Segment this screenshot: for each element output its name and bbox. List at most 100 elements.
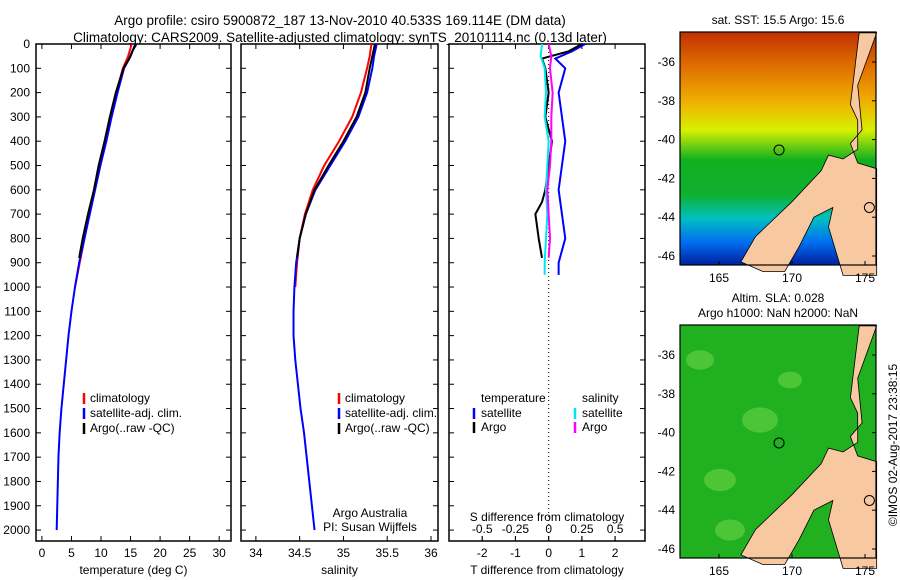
y-tick-label: 100 bbox=[10, 61, 30, 75]
series-line-argo bbox=[296, 43, 376, 259]
legend-label: Argo(..raw -QC) bbox=[90, 421, 175, 435]
map-y-tick-label: -38 bbox=[658, 94, 676, 108]
figure-title-line1: Argo profile: csiro 5900872_187 13-Nov-2… bbox=[114, 13, 566, 28]
x-tick-label: 34.5 bbox=[288, 546, 312, 560]
y-tick-label: 1200 bbox=[3, 329, 30, 343]
legend-label: climatology bbox=[345, 391, 405, 405]
map-title-line2: Argo h1000: NaN h2000: NaN bbox=[698, 306, 858, 320]
map-y-tick-label: -46 bbox=[658, 542, 676, 556]
x-tick-label: 2 bbox=[612, 546, 619, 560]
map-x-tick-label: 165 bbox=[709, 564, 729, 578]
series-line-t-satellite bbox=[553, 43, 586, 275]
annotation-pi: PI: Susan Wijffels bbox=[323, 520, 417, 534]
map-y-tick-label: -44 bbox=[658, 210, 676, 224]
x-axis-label: salinity bbox=[321, 563, 358, 577]
y-tick-label: 1100 bbox=[4, 304, 30, 318]
x-tick-label: 10 bbox=[94, 546, 108, 560]
x-tick-label: 5 bbox=[68, 546, 75, 560]
legend-label: Argo bbox=[582, 420, 608, 434]
y-tick-label: 2000 bbox=[3, 523, 30, 537]
y-tick-label: 800 bbox=[10, 231, 30, 245]
eddy-contour bbox=[863, 495, 875, 506]
y-tick-label: 600 bbox=[10, 183, 30, 197]
map-anomaly-patch bbox=[686, 350, 714, 370]
legend-label: climatology bbox=[90, 391, 150, 405]
x-tick-label: 34 bbox=[249, 546, 263, 560]
series-line-s-argo bbox=[546, 43, 554, 258]
y-tick-label: 1500 bbox=[3, 402, 30, 416]
legend-header-salinity: salinity bbox=[582, 391, 619, 405]
map-title-line1: Altim. SLA: 0.028 bbox=[732, 291, 825, 305]
sla-map: 165 170 175 -36 -38 -40 -42 -44 -46 Altim. SLA: 0… bbox=[658, 291, 878, 578]
map-y-tick-label: -42 bbox=[658, 464, 676, 478]
map-anomaly-patch bbox=[742, 407, 778, 433]
land-new-zealand bbox=[740, 325, 878, 569]
s-axis-label: S difference from climatology bbox=[470, 510, 625, 524]
figure-title-line2: Climatology: CARS2009. Satellite-adjuste… bbox=[73, 30, 607, 45]
legend-label: satellite-adj. clim. bbox=[345, 406, 437, 420]
y-tick-label: 1600 bbox=[3, 426, 30, 440]
map-x-tick-label: 175 bbox=[855, 271, 875, 285]
x-tick-label: 15 bbox=[124, 546, 138, 560]
y-tick-label: 0 bbox=[23, 37, 30, 51]
map-frame bbox=[679, 324, 877, 559]
map-y-tick-label: -36 bbox=[658, 55, 676, 69]
map-anomaly-patch bbox=[715, 519, 745, 541]
s-tick-label: -0.5 bbox=[472, 522, 493, 536]
series-line-satellite-adj-clim- bbox=[292, 43, 378, 531]
s-tick-label: 0 bbox=[545, 522, 552, 536]
map-y-tick-label: -42 bbox=[658, 171, 676, 185]
map-y-tick-label: -38 bbox=[658, 387, 676, 401]
map-x-tick-label: 170 bbox=[782, 564, 802, 578]
series-line-argo bbox=[78, 43, 138, 259]
y-tick-label: 500 bbox=[10, 159, 30, 173]
map-y-tick-label: -44 bbox=[658, 503, 676, 517]
x-tick-label: -2 bbox=[477, 546, 488, 560]
map-y-tick-label: -40 bbox=[658, 426, 676, 440]
legend-label: Argo(..raw -QC) bbox=[345, 421, 430, 435]
axes-box-difference bbox=[448, 43, 646, 542]
y-tick-label: 1900 bbox=[3, 499, 30, 513]
map-x-tick-label: 165 bbox=[709, 271, 729, 285]
map-title: sat. SST: 15.5 Argo: 15.6 bbox=[712, 13, 845, 27]
y-tick-label: 200 bbox=[10, 86, 30, 100]
y-tick-label: 1300 bbox=[3, 353, 30, 367]
x-tick-label: 25 bbox=[183, 546, 197, 560]
argo-position-marker bbox=[773, 437, 785, 449]
land-new-zealand bbox=[740, 32, 878, 276]
x-axis-label: temperature (deg C) bbox=[79, 563, 187, 577]
annotation-argo-australia: Argo Australia bbox=[333, 506, 408, 520]
x-tick-label: 0 bbox=[545, 546, 552, 560]
x-axis-label: T difference from climatology bbox=[470, 563, 624, 577]
y-tick-label: 400 bbox=[10, 134, 30, 148]
map-frame bbox=[679, 31, 877, 266]
map-anomaly-patch bbox=[778, 371, 802, 389]
x-tick-label: 35.5 bbox=[376, 546, 400, 560]
y-tick-label: 300 bbox=[10, 110, 30, 124]
axes-box-temperature bbox=[35, 43, 232, 542]
s-tick-label: 0.25 bbox=[570, 522, 594, 536]
y-tick-label: 900 bbox=[10, 256, 30, 270]
x-tick-label: 0 bbox=[39, 546, 46, 560]
legend-label: satellite bbox=[481, 406, 522, 420]
y-tick-label: 1800 bbox=[3, 474, 30, 488]
sst-map: 165 170 175 -36 -38 -40 -42 -44 -46 sat. SST: 15.… bbox=[658, 13, 878, 285]
series-line-satellite-adj-clim- bbox=[55, 43, 137, 531]
map-y-tick-label: -36 bbox=[658, 348, 676, 362]
y-tick-label: 1700 bbox=[3, 450, 30, 464]
s-tick-label: 0.5 bbox=[607, 522, 624, 536]
eddy-contour bbox=[863, 202, 875, 213]
map-x-tick-label: 170 bbox=[782, 271, 802, 285]
x-tick-label: -1 bbox=[510, 546, 521, 560]
map-x-tick-label: 175 bbox=[855, 564, 875, 578]
map-anomaly-patch bbox=[704, 468, 736, 492]
x-tick-label: 20 bbox=[153, 546, 167, 560]
argo-position-marker bbox=[773, 144, 785, 156]
x-tick-label: 35 bbox=[337, 546, 351, 560]
series-line-s-satellite bbox=[539, 43, 550, 275]
s-tick-label: -0.25 bbox=[502, 522, 530, 536]
y-tick-label: 1400 bbox=[3, 377, 30, 391]
legend-label: Argo bbox=[481, 420, 507, 434]
legend-label: satellite-adj. clim. bbox=[90, 406, 182, 420]
